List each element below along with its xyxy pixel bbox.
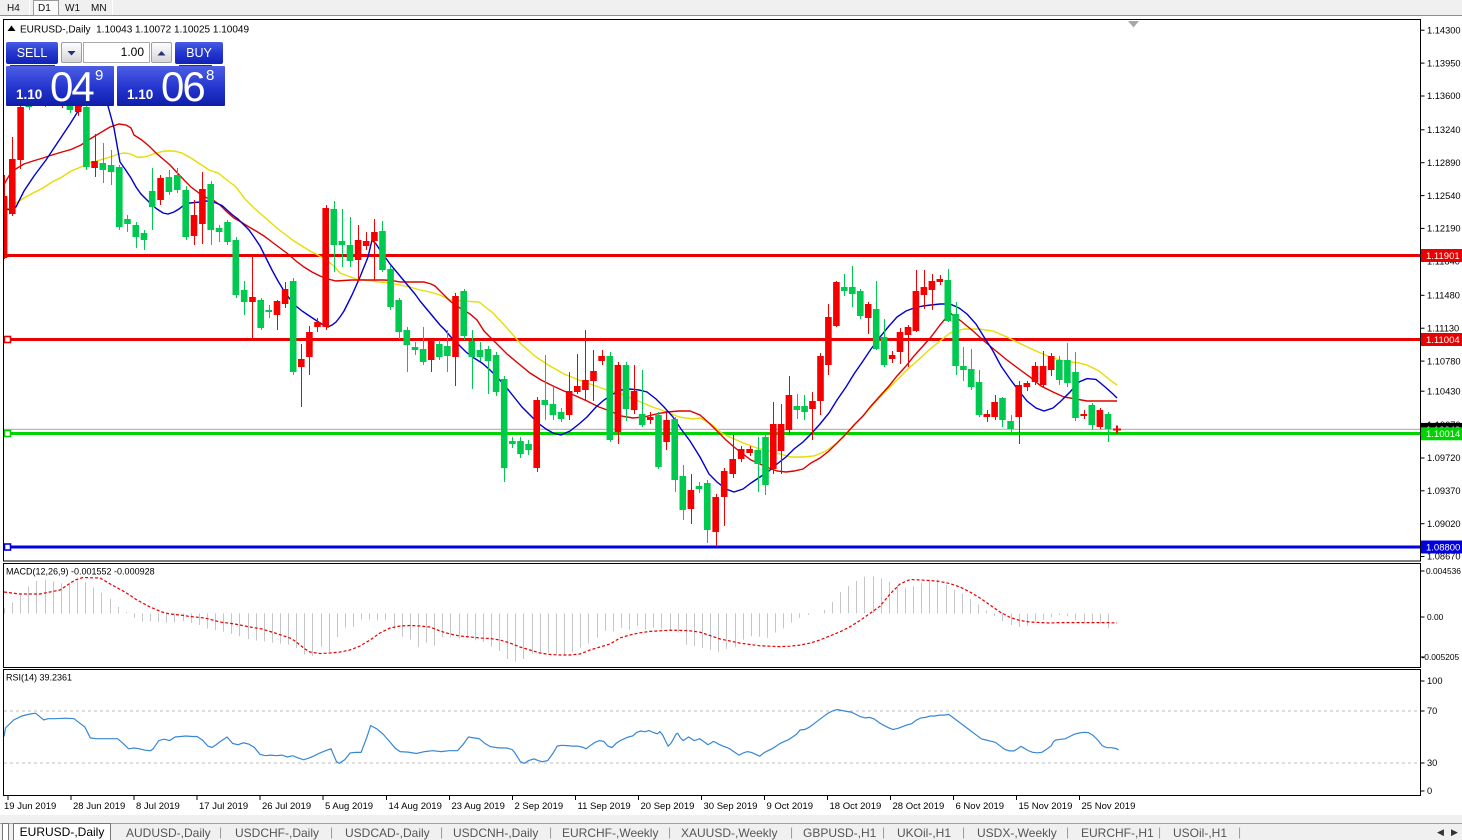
svg-text:28 Jun 2019: 28 Jun 2019 bbox=[73, 801, 125, 812]
svg-text:0: 0 bbox=[1427, 786, 1432, 796]
svg-text:1.08800: 1.08800 bbox=[1426, 542, 1460, 553]
svg-text:1.12890: 1.12890 bbox=[1427, 158, 1461, 168]
svg-text:17 Jul 2019: 17 Jul 2019 bbox=[199, 801, 248, 812]
svg-text:18 Oct 2019: 18 Oct 2019 bbox=[830, 801, 882, 812]
svg-text:19 Jun 2019: 19 Jun 2019 bbox=[4, 801, 56, 812]
svg-text:1.13600: 1.13600 bbox=[1427, 91, 1461, 101]
svg-text:6 Nov 2019: 6 Nov 2019 bbox=[956, 801, 1005, 812]
svg-text:1.11130: 1.11130 bbox=[1427, 323, 1459, 333]
svg-text:30: 30 bbox=[1427, 758, 1437, 768]
svg-text:1.12540: 1.12540 bbox=[1427, 191, 1461, 201]
svg-text:1.09370: 1.09370 bbox=[1427, 486, 1461, 496]
svg-text:2 Sep 2019: 2 Sep 2019 bbox=[515, 801, 564, 812]
svg-text:25 Nov 2019: 25 Nov 2019 bbox=[1082, 801, 1136, 812]
svg-text:MACD(12,26,9) -0.001552 -0.000: MACD(12,26,9) -0.001552 -0.000928 bbox=[6, 567, 155, 577]
svg-text:1.11480: 1.11480 bbox=[1427, 291, 1460, 301]
svg-text:1.10014: 1.10014 bbox=[1426, 429, 1460, 440]
svg-text:20 Sep 2019: 20 Sep 2019 bbox=[641, 801, 695, 812]
svg-text:11 Sep 2019: 11 Sep 2019 bbox=[578, 801, 631, 812]
svg-text:0.00: 0.00 bbox=[1427, 612, 1444, 622]
svg-text:1.10430: 1.10430 bbox=[1427, 386, 1461, 396]
svg-text:28 Oct 2019: 28 Oct 2019 bbox=[893, 801, 945, 812]
svg-text:1.13950: 1.13950 bbox=[1427, 58, 1461, 68]
svg-text:1.11004: 1.11004 bbox=[1426, 335, 1460, 346]
svg-text:1.13240: 1.13240 bbox=[1427, 125, 1461, 135]
svg-text:1.10780: 1.10780 bbox=[1427, 356, 1461, 366]
svg-text:1.08670: 1.08670 bbox=[1427, 552, 1461, 562]
svg-text:23 Aug 2019: 23 Aug 2019 bbox=[452, 801, 505, 812]
svg-text:8 Jul 2019: 8 Jul 2019 bbox=[136, 801, 180, 812]
svg-text:70: 70 bbox=[1427, 706, 1437, 716]
svg-text:30 Sep 2019: 30 Sep 2019 bbox=[704, 801, 758, 812]
svg-text:RSI(14) 39.2361: RSI(14) 39.2361 bbox=[6, 673, 72, 683]
svg-text:1.14300: 1.14300 bbox=[1427, 25, 1461, 35]
svg-text:0.004536: 0.004536 bbox=[1426, 566, 1461, 576]
svg-text:100: 100 bbox=[1427, 676, 1443, 686]
svg-text:1.12190: 1.12190 bbox=[1427, 224, 1461, 234]
svg-text:1.11901: 1.11901 bbox=[1426, 251, 1460, 262]
svg-text:5 Aug 2019: 5 Aug 2019 bbox=[325, 801, 373, 812]
svg-text:-0.005205: -0.005205 bbox=[1422, 652, 1460, 662]
svg-text:1.09020: 1.09020 bbox=[1427, 519, 1461, 529]
svg-text:1.09720: 1.09720 bbox=[1427, 453, 1461, 463]
svg-text:9 Oct 2019: 9 Oct 2019 bbox=[767, 801, 813, 812]
svg-text:15 Nov 2019: 15 Nov 2019 bbox=[1019, 801, 1073, 812]
svg-text:26 Jul 2019: 26 Jul 2019 bbox=[262, 801, 311, 812]
svg-text:14 Aug 2019: 14 Aug 2019 bbox=[389, 801, 442, 812]
svg-text:EURUSD-,Daily 1.10043 1.10072: EURUSD-,Daily 1.10043 1.10072 1.10025 1.… bbox=[20, 25, 249, 36]
